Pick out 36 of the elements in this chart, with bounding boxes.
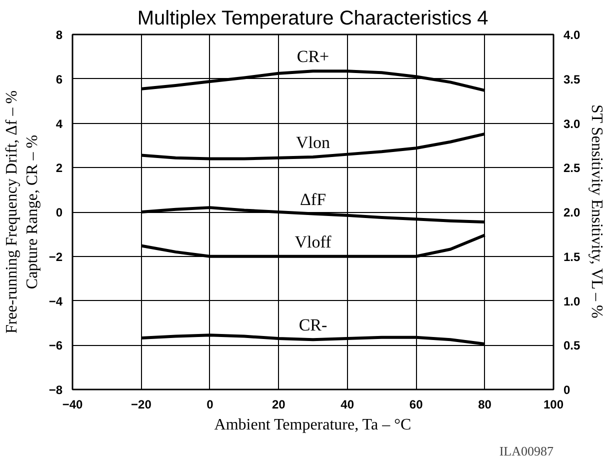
- series-label: ΔfF: [300, 190, 326, 209]
- y-tick-label: 8: [56, 28, 63, 42]
- y-tick-label: −6: [48, 338, 63, 353]
- x-tick-label: −20: [131, 398, 152, 412]
- text: ILA00987: [499, 444, 554, 458]
- series-label: Vlon: [296, 132, 330, 152]
- y2-tick-label: 1.5: [564, 250, 581, 264]
- y-tick-label: −8: [48, 383, 63, 397]
- y2-tick-label: 1.0: [564, 294, 581, 308]
- x-tick-label: −40: [62, 398, 84, 412]
- x-tick-label: 0: [206, 398, 214, 412]
- series-label: Vloff: [294, 232, 332, 252]
- y-tick-label: −2: [48, 250, 63, 264]
- y2-tick-label: 2.0: [564, 206, 581, 220]
- x-tick-label: 60: [409, 398, 424, 412]
- x-tick-label: 20: [272, 398, 286, 412]
- y2-tick-label: 0.5: [564, 338, 581, 353]
- x-tick-label: 100: [543, 398, 564, 412]
- y2-axis-title: ST Sensitivity Ensitivity, VL – %: [588, 104, 606, 318]
- y2-tick-label: 0: [564, 383, 570, 397]
- y-tick-label: −4: [48, 294, 63, 308]
- x-tick-label: 80: [478, 398, 492, 412]
- series-label: CR+: [296, 47, 330, 66]
- series-label: CR-: [298, 316, 328, 335]
- y-tick-label: 4: [56, 116, 63, 131]
- y-axis-title: Free-running Frequency Drift, Δf – % Capture Range, CR – %: [3, 90, 41, 334]
- x-axis-title: Ambient Temperature, Ta – °C: [214, 416, 412, 434]
- x-tick-label: 40: [340, 398, 354, 412]
- y2-tick-label: 3.5: [564, 72, 581, 86]
- y-tick-label: 0: [56, 206, 63, 220]
- chart-title: Multiplex Temperature Characteristics 4: [137, 8, 488, 30]
- y-tick-label: 6: [56, 72, 63, 86]
- y2-tick-label: 4.0: [564, 28, 581, 42]
- y2-tick-label: 2.5: [564, 161, 581, 176]
- y-tick-label: 2: [56, 161, 63, 176]
- y2-tick-label: 3.0: [564, 116, 581, 131]
